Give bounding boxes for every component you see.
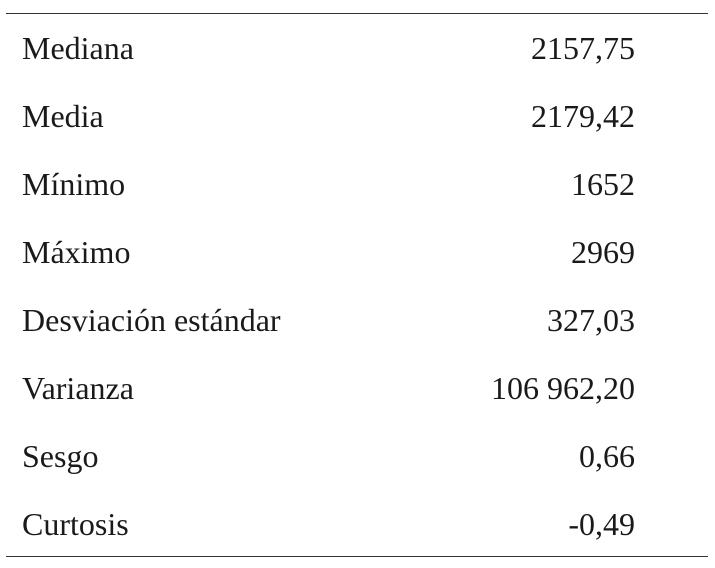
row-label: Desviación estándar: [22, 302, 281, 338]
top-rule: [6, 13, 708, 14]
table-row: Mínimo 1652: [0, 150, 715, 218]
row-value: 2157,75: [531, 30, 635, 66]
table-row: Curtosis -0,49: [0, 490, 715, 558]
row-label: Curtosis: [22, 506, 129, 542]
bottom-rule: [6, 556, 708, 557]
row-value: 2179,42: [531, 98, 635, 134]
row-value: -0,49: [568, 506, 635, 542]
row-label: Mínimo: [22, 166, 126, 202]
row-label: Sesgo: [22, 438, 99, 474]
row-value: 2969: [571, 234, 635, 270]
row-value: 0,66: [579, 438, 635, 474]
row-value: 327,03: [547, 302, 635, 338]
row-label: Máximo: [22, 234, 131, 270]
table-row: Media 2179,42: [0, 82, 715, 150]
table-row: Sesgo 0,66: [0, 422, 715, 490]
table-row: Varianza 106 962,20: [0, 354, 715, 422]
table-row: Desviación estándar 327,03: [0, 286, 715, 354]
row-value: 1652: [571, 166, 635, 202]
table-row: Mediana 2157,75: [0, 14, 715, 82]
row-label: Varianza: [22, 370, 134, 406]
row-label: Media: [22, 98, 104, 134]
table-row: Máximo 2969: [0, 218, 715, 286]
row-label: Mediana: [22, 30, 134, 66]
row-value: 106 962,20: [491, 370, 635, 406]
